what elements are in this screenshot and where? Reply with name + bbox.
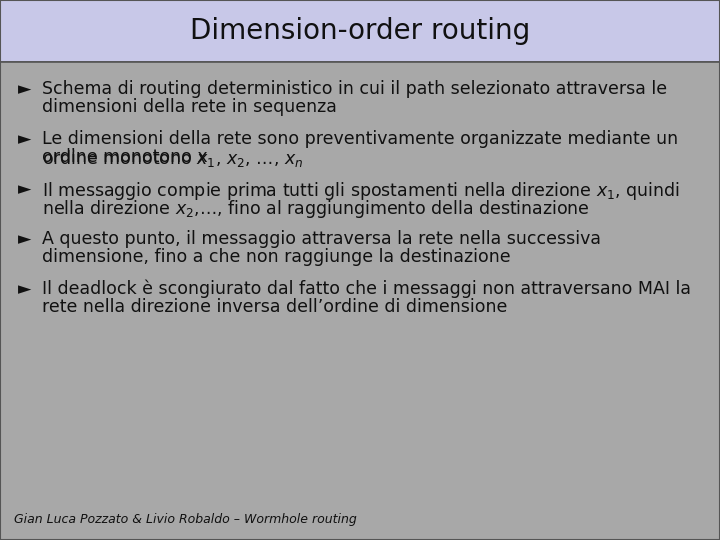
Text: Schema di routing deterministico in cui il path selezionato attraversa le: Schema di routing deterministico in cui … (42, 80, 667, 98)
Text: Dimension-order routing: Dimension-order routing (190, 17, 530, 45)
Text: ►: ► (18, 80, 32, 98)
Text: ►: ► (18, 180, 32, 198)
Text: rete nella direzione inversa dell’ordine di dimensione: rete nella direzione inversa dell’ordine… (42, 298, 508, 316)
Text: dimensioni della rete in sequenza: dimensioni della rete in sequenza (42, 98, 337, 116)
Bar (0, 62, 720, 540)
Text: A questo punto, il messaggio attraversa la rete nella successiva: A questo punto, il messaggio attraversa … (42, 230, 601, 248)
Text: nella direzione $x_2$,…, fino al raggiungimento della destinazione: nella direzione $x_2$,…, fino al raggiun… (42, 198, 590, 220)
Bar (0, 0, 720, 62)
Text: Il deadlock è scongiurato dal fatto che i messaggi non attraversano MAI la: Il deadlock è scongiurato dal fatto che … (42, 280, 691, 299)
Text: ordine monotono $x_1$, $x_2$, $\ldots$, $x_n$: ordine monotono $x_1$, $x_2$, $\ldots$, … (42, 148, 303, 169)
Text: Il messaggio compie prima tutti gli spostamenti nella direzione $x_1$, quindi: Il messaggio compie prima tutti gli spos… (42, 180, 680, 202)
Text: ordine monotono x: ordine monotono x (42, 148, 207, 166)
Bar (0, 62, 720, 540)
Text: ►: ► (18, 130, 32, 148)
Text: Le dimensioni della rete sono preventivamente organizzate mediante un: Le dimensioni della rete sono preventiva… (42, 130, 678, 148)
Text: ►: ► (18, 280, 32, 298)
Text: dimensione, fino a che non raggiunge la destinazione: dimensione, fino a che non raggiunge la … (42, 248, 510, 266)
Text: ►: ► (18, 230, 32, 248)
Text: Gian Luca Pozzato & Livio Robaldo – Wormhole routing: Gian Luca Pozzato & Livio Robaldo – Worm… (14, 513, 356, 526)
Bar (0, 0, 720, 62)
